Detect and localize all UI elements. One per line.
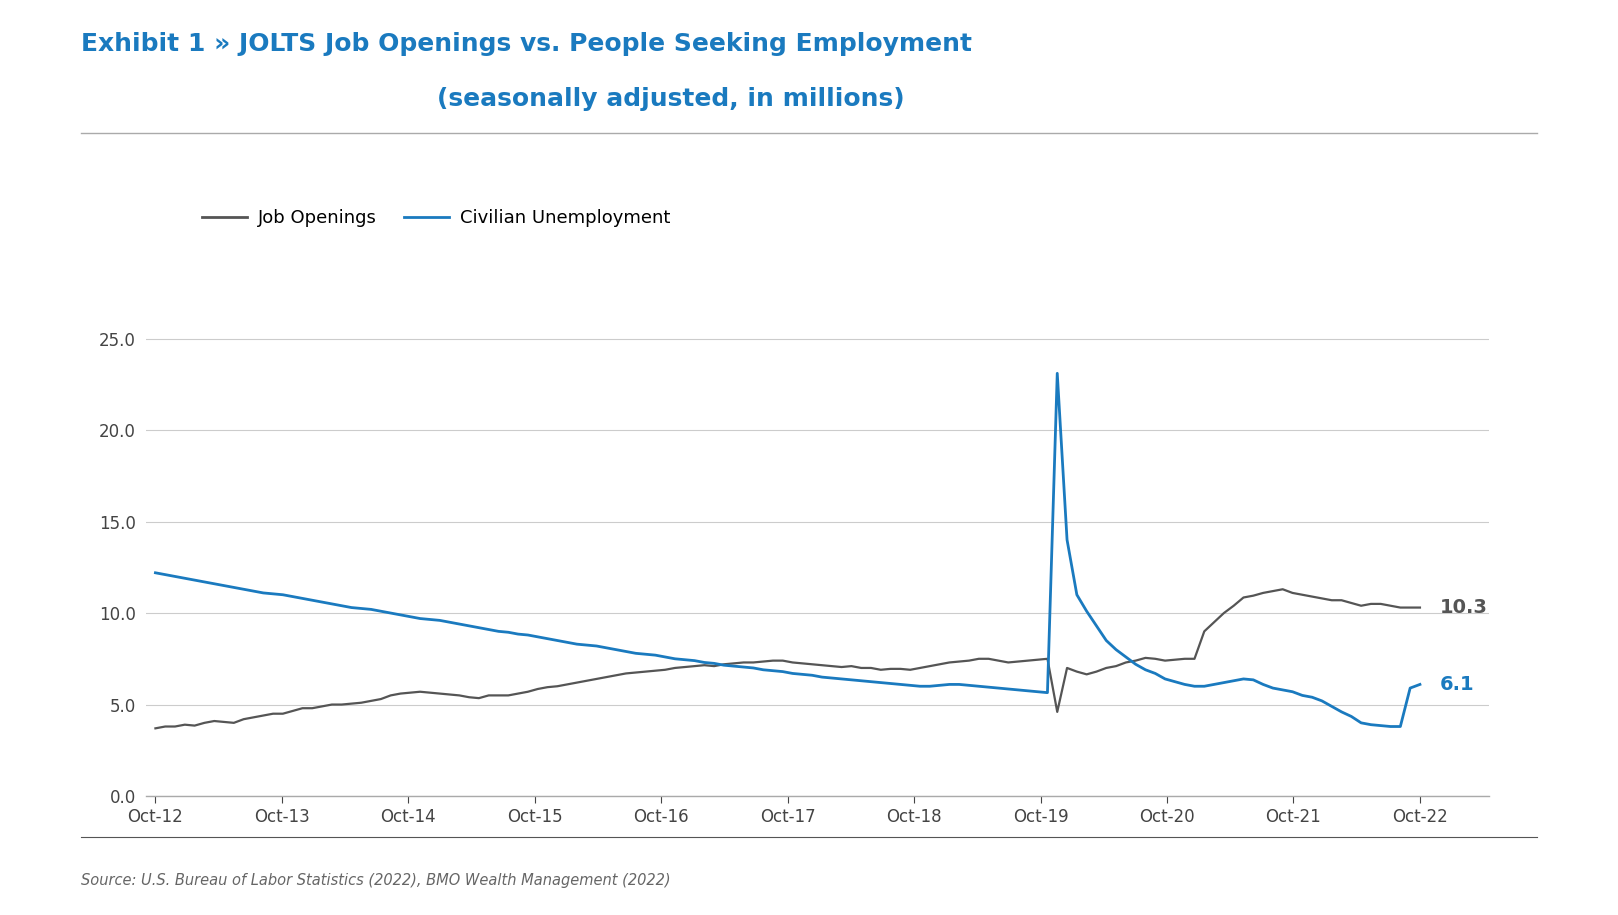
Text: Source: U.S. Bureau of Labor Statistics (2022), BMO Wealth Management (2022): Source: U.S. Bureau of Labor Statistics … bbox=[81, 873, 670, 888]
Legend: Job Openings, Civilian Unemployment: Job Openings, Civilian Unemployment bbox=[194, 202, 678, 235]
Text: 10.3: 10.3 bbox=[1440, 598, 1487, 617]
Text: 6.1: 6.1 bbox=[1440, 675, 1474, 694]
Text: (seasonally adjusted, in millions): (seasonally adjusted, in millions) bbox=[437, 87, 904, 111]
Text: Exhibit 1 » JOLTS Job Openings vs. People Seeking Employment: Exhibit 1 » JOLTS Job Openings vs. Peopl… bbox=[81, 32, 972, 56]
